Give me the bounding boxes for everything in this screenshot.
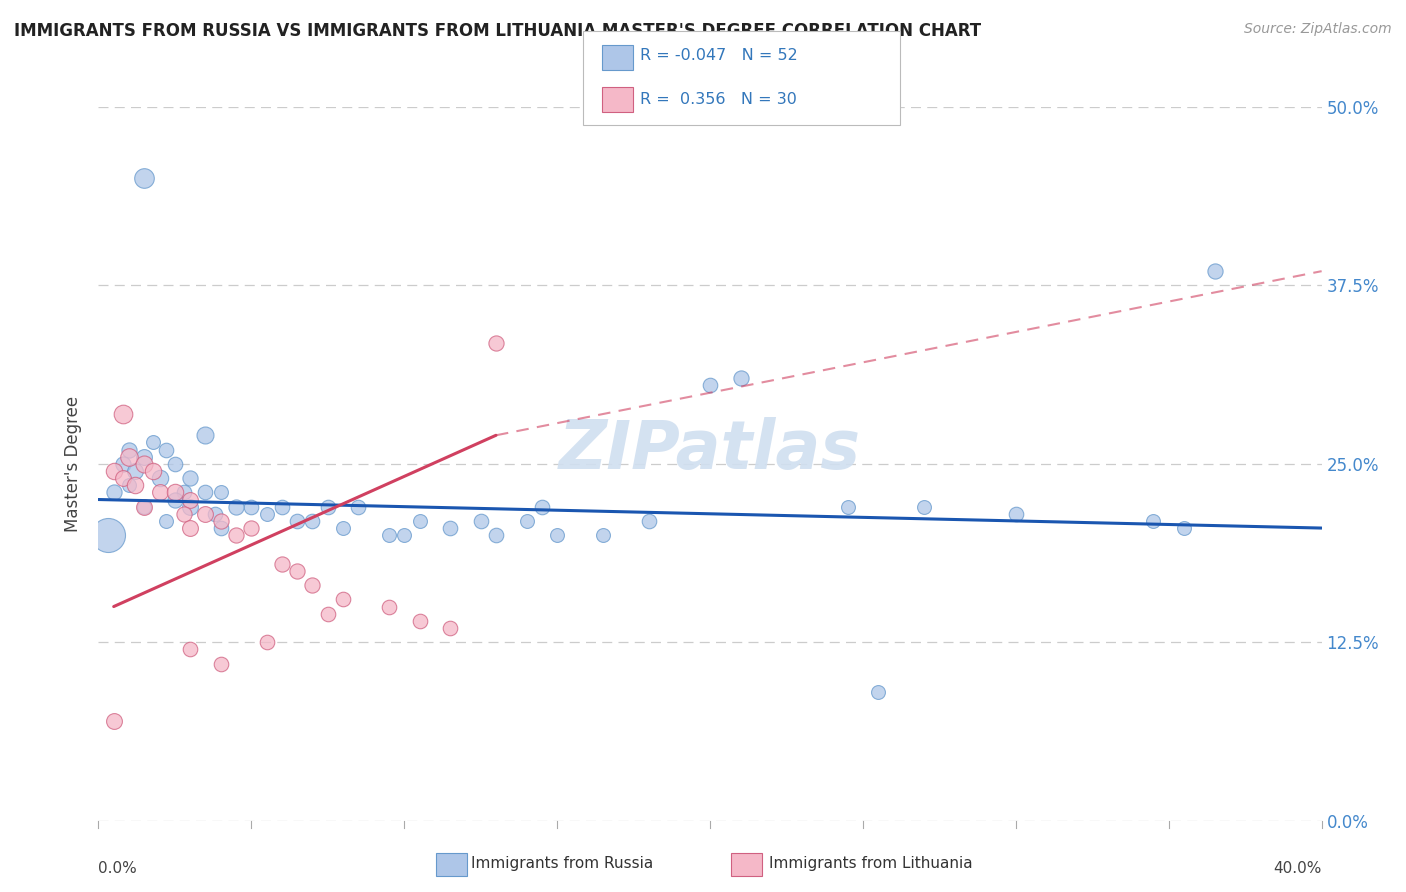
Point xyxy=(316,500,339,514)
Point xyxy=(256,507,278,521)
Point xyxy=(1173,521,1195,535)
Point xyxy=(332,592,354,607)
Point xyxy=(270,500,294,514)
Point xyxy=(1004,507,1026,521)
Point xyxy=(194,507,217,521)
Point xyxy=(134,500,156,514)
Text: R = -0.047   N = 52: R = -0.047 N = 52 xyxy=(640,48,797,62)
Point xyxy=(225,500,247,514)
Point xyxy=(868,685,890,699)
Point xyxy=(1204,264,1226,278)
Text: Source: ZipAtlas.com: Source: ZipAtlas.com xyxy=(1244,22,1392,37)
Text: ZIPatlas: ZIPatlas xyxy=(560,417,860,483)
Point xyxy=(470,514,492,528)
Point xyxy=(149,471,172,485)
Point xyxy=(378,599,401,614)
Point xyxy=(155,442,177,457)
Text: IMMIGRANTS FROM RUSSIA VS IMMIGRANTS FROM LITHUANIA MASTER'S DEGREE CORRELATION : IMMIGRANTS FROM RUSSIA VS IMMIGRANTS FRO… xyxy=(14,22,981,40)
Point xyxy=(638,514,661,528)
Point xyxy=(256,635,278,649)
Point xyxy=(285,514,308,528)
Point xyxy=(316,607,339,621)
Point xyxy=(118,442,141,457)
Text: Immigrants from Russia: Immigrants from Russia xyxy=(471,856,654,871)
Text: 0.0%: 0.0% xyxy=(98,861,138,876)
Point xyxy=(530,500,553,514)
Point xyxy=(163,457,186,471)
Point xyxy=(134,171,156,186)
Point xyxy=(204,507,226,521)
Point xyxy=(240,500,263,514)
Point xyxy=(134,457,156,471)
Point xyxy=(837,500,859,514)
Point xyxy=(285,564,308,578)
Point xyxy=(439,521,461,535)
Point xyxy=(118,450,141,464)
Point xyxy=(179,471,201,485)
Point xyxy=(516,514,538,528)
Point xyxy=(699,378,721,392)
Point xyxy=(179,642,201,657)
Point xyxy=(111,457,134,471)
Point xyxy=(124,478,146,492)
Point xyxy=(209,657,232,671)
Point xyxy=(103,485,125,500)
Point xyxy=(155,514,177,528)
Point xyxy=(194,485,217,500)
Point xyxy=(134,500,156,514)
Point xyxy=(301,514,323,528)
Point xyxy=(240,521,263,535)
Y-axis label: Master's Degree: Master's Degree xyxy=(65,396,83,532)
Point xyxy=(347,500,370,514)
Point xyxy=(1142,514,1164,528)
Text: 40.0%: 40.0% xyxy=(1274,861,1322,876)
Point xyxy=(408,514,430,528)
Point xyxy=(392,528,416,542)
Point xyxy=(142,435,165,450)
Point xyxy=(97,528,120,542)
Point xyxy=(378,528,401,542)
Point xyxy=(408,614,430,628)
Point xyxy=(179,492,201,507)
Point xyxy=(912,500,935,514)
Point xyxy=(179,500,201,514)
Point xyxy=(103,464,125,478)
Point xyxy=(225,528,247,542)
Point xyxy=(485,528,508,542)
Point xyxy=(149,485,172,500)
Point xyxy=(730,371,752,385)
Point xyxy=(142,464,165,478)
Point xyxy=(209,485,232,500)
Point xyxy=(194,428,217,442)
Point xyxy=(163,492,186,507)
Point xyxy=(173,507,195,521)
Point xyxy=(301,578,323,592)
Point xyxy=(118,478,141,492)
Point xyxy=(173,485,195,500)
Point xyxy=(111,471,134,485)
Point xyxy=(209,514,232,528)
Point xyxy=(179,521,201,535)
Text: R =  0.356   N = 30: R = 0.356 N = 30 xyxy=(640,92,797,106)
Point xyxy=(103,714,125,728)
Text: Immigrants from Lithuania: Immigrants from Lithuania xyxy=(769,856,973,871)
Point xyxy=(439,621,461,635)
Point xyxy=(134,450,156,464)
Point xyxy=(270,557,294,571)
Point xyxy=(163,485,186,500)
Point xyxy=(546,528,568,542)
Point xyxy=(111,407,134,421)
Point xyxy=(592,528,614,542)
Point xyxy=(124,464,146,478)
Point xyxy=(332,521,354,535)
Point xyxy=(209,521,232,535)
Point xyxy=(485,335,508,350)
